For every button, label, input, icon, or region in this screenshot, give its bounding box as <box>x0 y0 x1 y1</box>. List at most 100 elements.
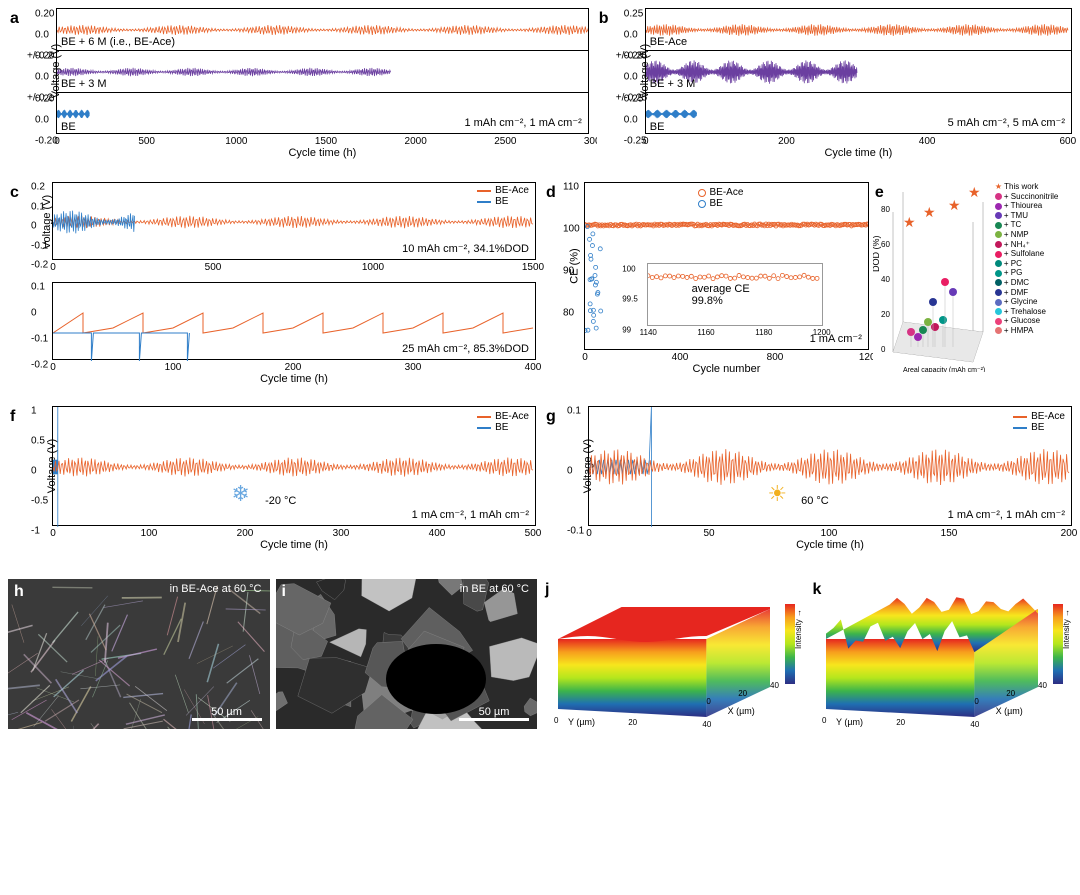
x-tick: 200 <box>778 136 795 147</box>
svg-text:0: 0 <box>554 716 559 725</box>
x-tick: 300 <box>405 362 422 373</box>
strip-label: BE-Ace <box>650 36 687 48</box>
xlabel-b: Cycle time (h) <box>824 147 892 159</box>
panel-label-j: j <box>545 581 549 599</box>
svg-text:40: 40 <box>770 681 779 690</box>
svg-text:DOD (%): DOD (%) <box>873 236 881 273</box>
voltage-strip: BE + 6 M (i.e., BE-Ace)0.200.0+/-0.2 <box>57 9 588 51</box>
panel-label-a: a <box>10 10 19 28</box>
voltage-strip: BE + 3 M0.200.0+/-0.2 <box>57 51 588 93</box>
x-tick: 500 <box>525 528 542 539</box>
snowflake-icon: ❄ <box>231 481 249 507</box>
x-tick: 100 <box>141 528 158 539</box>
y-tick: 90 <box>563 266 574 277</box>
legend-item: + Glycine <box>995 297 1058 307</box>
legend-e: ★ This work+ Succinonitrile+ Thiourea+ T… <box>995 182 1058 377</box>
legend-item: BE-Ace <box>1013 411 1065 422</box>
legend-item: BE <box>477 422 529 433</box>
y-tick: 0.1 <box>31 201 45 212</box>
x-tick: 0 <box>50 262 56 273</box>
xlabel-g: Cycle time (h) <box>796 539 864 551</box>
xlabel-a: Cycle time (h) <box>288 147 356 159</box>
panel-label-g: g <box>546 408 556 426</box>
x-tick: 150 <box>941 528 958 539</box>
x-tick: 200 <box>1061 528 1078 539</box>
surface-3d-j: X (µm)Y (µm)0204002040Intensity → <box>543 579 805 729</box>
strip-label: BE <box>61 121 76 133</box>
legend-item: + PC <box>995 259 1058 269</box>
scatter-3d: DOD (%)020406080★★★★Areal capacity (mAh … <box>873 182 993 372</box>
legend-item: + PG <box>995 268 1058 278</box>
condition-a: 1 mAh cm⁻², 1 mA cm⁻² <box>464 116 581 129</box>
legend-item: BE-Ace <box>477 411 529 422</box>
temp-f: -20 °C <box>265 495 296 507</box>
panel-a: a Voltage (V) Cycle time (h) BE + 6 M (i… <box>8 8 589 178</box>
x-tick: 1000 <box>225 136 247 147</box>
x-tick: 200 <box>285 362 302 373</box>
scalebar-i: 50 µm <box>459 706 529 721</box>
xlabel-d: Cycle number <box>693 363 761 375</box>
x-tick: 1500 <box>315 136 337 147</box>
surface-3d-k: X (µm)Y (µm)0204002040Intensity → <box>811 579 1073 729</box>
x-tick: 50 <box>703 528 714 539</box>
panel-label-i: i <box>282 583 286 601</box>
panel-f: f Voltage (V) Cycle time (h) BE-AceBE ❄ … <box>8 406 536 571</box>
annot-c2: 25 mAh cm⁻², 85.3%DOD <box>402 342 529 355</box>
legend-item: + HMPA <box>995 326 1058 336</box>
strip-label: BE + 6 M (i.e., BE-Ace) <box>61 36 175 48</box>
legend-item: + DMC <box>995 278 1058 288</box>
voltage-strip: BE-Ace0.250.0+/-0.25 <box>646 9 1071 51</box>
legend-item: + DMF <box>995 288 1058 298</box>
legend-item: + TMU <box>995 211 1058 221</box>
svg-text:0: 0 <box>881 345 886 354</box>
y-tick: 100 <box>563 224 580 235</box>
panel-label-e: e <box>875 184 884 202</box>
svg-text:0: 0 <box>706 697 711 706</box>
xlabel-c2: Cycle time (h) <box>260 373 328 385</box>
y-tick: -0.5 <box>31 496 48 507</box>
y-tick: -0.2 <box>31 360 48 371</box>
x-tick: 2000 <box>405 136 427 147</box>
sem-image-h: in BE-Ace at 60 °C 50 µm <box>8 579 270 729</box>
legend-item: + Trehalose <box>995 307 1058 317</box>
svg-text:40: 40 <box>1038 681 1047 690</box>
legend-item: ★ This work <box>995 182 1058 192</box>
panel-i: i in BE at 60 °C 50 µm <box>276 579 538 739</box>
x-tick: 0 <box>582 352 588 363</box>
x-tick: 1000 <box>362 262 384 273</box>
y-tick: 0 <box>567 466 573 477</box>
x-tick: 400 <box>429 528 446 539</box>
y-tick: 1 <box>31 406 37 417</box>
x-tick: 0 <box>54 136 60 147</box>
voltage-strip: BE + 3 M0.250.0+/-0.25 <box>646 51 1071 93</box>
x-tick: 400 <box>919 136 936 147</box>
legend-item: BE-Ace <box>477 185 529 196</box>
x-tick: 500 <box>138 136 155 147</box>
panel-h: h in BE-Ace at 60 °C 50 µm <box>8 579 270 739</box>
x-tick: 100 <box>165 362 182 373</box>
svg-text:20: 20 <box>1006 689 1015 698</box>
sun-icon: ☀ <box>767 481 787 507</box>
svg-text:40: 40 <box>881 275 890 284</box>
svg-text:Intensity →: Intensity → <box>794 609 803 649</box>
annot-c1: 10 mAh cm⁻², 34.1%DOD <box>402 242 529 255</box>
strip-label: BE + 3 M <box>650 78 696 90</box>
temp-g: 60 °C <box>801 495 829 507</box>
svg-text:20: 20 <box>896 718 905 727</box>
svg-text:0: 0 <box>974 697 979 706</box>
legend-item: BE <box>698 198 744 209</box>
y-tick: 0 <box>31 221 37 232</box>
svg-text:20: 20 <box>738 689 747 698</box>
sem-caption-h: in BE-Ace at 60 °C <box>170 583 262 595</box>
svg-text:Intensity →: Intensity → <box>1062 609 1071 649</box>
legend-item: + NMP <box>995 230 1058 240</box>
svg-text:40: 40 <box>970 720 979 729</box>
y-tick: 80 <box>563 308 574 319</box>
x-tick: 500 <box>205 262 222 273</box>
sem-image-i: in BE at 60 °C 50 µm <box>276 579 538 729</box>
panel-k: k X (µm)Y (µm)0204002040Intensity → <box>811 579 1073 739</box>
legend-item: BE <box>1013 422 1065 433</box>
xlabel-f: Cycle time (h) <box>260 539 328 551</box>
x-tick: 0 <box>586 528 592 539</box>
y-tick: 0.1 <box>31 282 45 293</box>
